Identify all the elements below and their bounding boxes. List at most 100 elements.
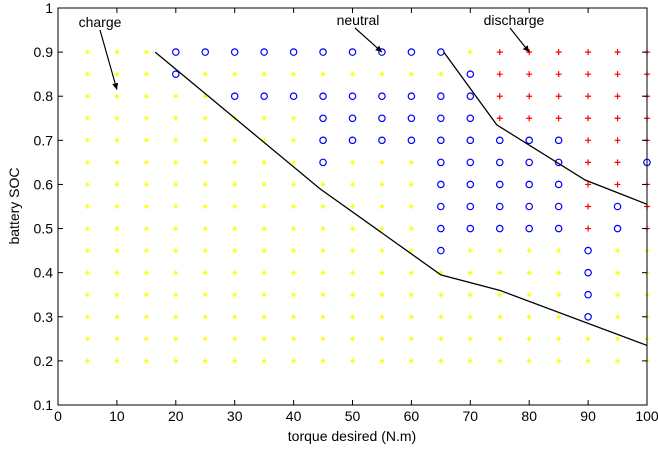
x-tick-label: 100 bbox=[635, 408, 658, 424]
charge-point bbox=[350, 160, 355, 165]
charge-point bbox=[497, 358, 502, 364]
charge-point bbox=[114, 358, 120, 364]
charge-point bbox=[85, 116, 90, 121]
charge-point bbox=[556, 336, 561, 342]
charge-point bbox=[438, 292, 444, 297]
charge-point bbox=[409, 160, 414, 165]
charge-point bbox=[203, 248, 208, 253]
charge-point bbox=[438, 336, 444, 342]
discharge-point bbox=[614, 49, 621, 56]
neutral-point bbox=[289, 48, 298, 56]
discharge-point bbox=[614, 159, 621, 166]
charge-point bbox=[144, 248, 149, 253]
charge-point bbox=[379, 160, 385, 165]
charge-point bbox=[497, 314, 502, 319]
neutral-point bbox=[348, 136, 357, 145]
x-tick-label: 20 bbox=[168, 408, 184, 424]
charge-point bbox=[379, 336, 385, 342]
neutral-point bbox=[466, 70, 475, 78]
annotation-neutral: neutral bbox=[337, 12, 380, 28]
charge-point bbox=[114, 138, 120, 143]
neutral-point bbox=[437, 92, 445, 101]
charge-point bbox=[320, 336, 326, 342]
charge-point bbox=[232, 314, 237, 319]
charge-point bbox=[527, 270, 532, 275]
charge-point bbox=[144, 336, 149, 342]
charge-point bbox=[232, 358, 237, 364]
y-tick-label: 1 bbox=[45, 0, 53, 16]
charge-point bbox=[85, 71, 90, 77]
discharge-point bbox=[585, 137, 592, 144]
charge-point bbox=[556, 314, 561, 319]
charge-point bbox=[203, 182, 208, 187]
charge-point bbox=[409, 336, 414, 342]
charge-point bbox=[144, 226, 149, 231]
neutral-point bbox=[289, 92, 298, 101]
boundary-line-2 bbox=[443, 51, 648, 205]
charge-point bbox=[203, 336, 208, 342]
neutral-point bbox=[437, 180, 445, 189]
charge-point bbox=[203, 160, 208, 165]
annotation-arrowhead-discharge bbox=[522, 45, 530, 53]
discharge-point bbox=[496, 93, 503, 100]
charge-point bbox=[261, 226, 267, 231]
neutral-point bbox=[613, 224, 622, 233]
charge-point bbox=[203, 94, 208, 99]
discharge-point bbox=[555, 115, 562, 122]
neutral-point bbox=[260, 48, 268, 56]
charge-point bbox=[379, 292, 385, 297]
neutral-point bbox=[348, 48, 357, 56]
neutral-point bbox=[407, 136, 416, 145]
charge-point bbox=[291, 270, 296, 275]
charge-point bbox=[114, 160, 120, 165]
charge-point bbox=[261, 204, 267, 209]
charge-point bbox=[232, 204, 237, 209]
charge-point bbox=[85, 160, 90, 165]
charge-point bbox=[409, 182, 414, 187]
charge-point bbox=[556, 292, 561, 297]
charge-point bbox=[85, 182, 90, 187]
neutral-point bbox=[201, 48, 210, 56]
charge-point bbox=[468, 292, 473, 297]
neutral-point bbox=[554, 224, 563, 233]
neutral-point bbox=[466, 114, 475, 123]
charge-point bbox=[320, 292, 326, 297]
charge-point bbox=[114, 71, 120, 77]
charge-point bbox=[291, 248, 296, 253]
charge-point bbox=[320, 71, 326, 77]
discharge-point bbox=[555, 71, 562, 78]
charge-point bbox=[144, 49, 149, 55]
charge-point bbox=[438, 71, 444, 77]
charge-point bbox=[85, 204, 90, 209]
discharge-point bbox=[614, 115, 621, 122]
neutral-point bbox=[466, 202, 475, 211]
charge-point bbox=[114, 94, 120, 99]
neutral-point bbox=[554, 136, 563, 145]
neutral-point bbox=[437, 136, 445, 145]
charge-point bbox=[497, 336, 502, 342]
annotation-arrowhead-neutral bbox=[375, 45, 382, 53]
neutral-point bbox=[319, 158, 327, 167]
charge-point bbox=[527, 292, 532, 297]
charge-point bbox=[114, 270, 120, 275]
x-tick-label: 80 bbox=[521, 408, 537, 424]
discharge-point bbox=[496, 49, 503, 56]
discharge-point bbox=[585, 71, 592, 78]
discharge-point bbox=[585, 115, 592, 122]
charge-point bbox=[291, 204, 296, 209]
neutral-point bbox=[319, 136, 327, 145]
neutral-point bbox=[495, 158, 504, 167]
charge-point bbox=[261, 248, 267, 253]
charge-point bbox=[232, 336, 237, 342]
charge-point bbox=[85, 49, 90, 55]
neutral-point bbox=[525, 158, 534, 167]
charge-point bbox=[468, 336, 473, 342]
charge-point bbox=[232, 226, 237, 231]
neutral-point bbox=[466, 180, 475, 189]
discharge-point bbox=[555, 93, 562, 100]
neutral-point bbox=[525, 136, 534, 145]
neutral-point bbox=[437, 114, 445, 123]
charge-point bbox=[409, 270, 414, 275]
neutral-point bbox=[319, 114, 327, 123]
